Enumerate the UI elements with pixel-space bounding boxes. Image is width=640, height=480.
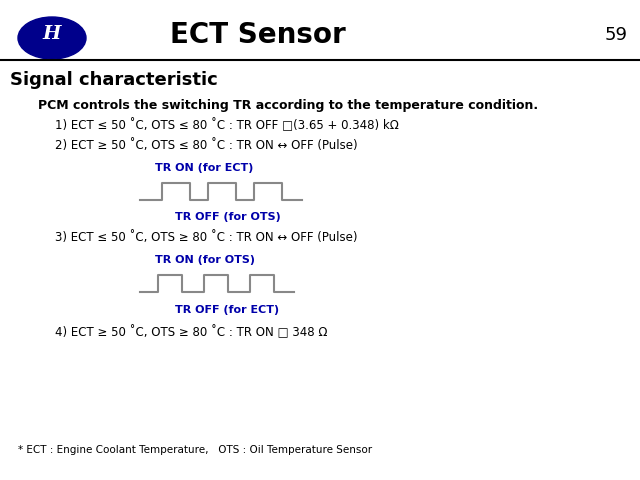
Text: 59: 59 (605, 26, 628, 44)
Text: TR ON (for ECT): TR ON (for ECT) (155, 163, 253, 173)
Ellipse shape (18, 17, 86, 59)
Text: ECT Sensor: ECT Sensor (170, 21, 346, 49)
Text: 1) ECT ≤ 50 ˚C, OTS ≤ 80 ˚C : TR OFF □(3.65 + 0.348) kΩ: 1) ECT ≤ 50 ˚C, OTS ≤ 80 ˚C : TR OFF □(3… (55, 118, 399, 132)
Text: 3) ECT ≤ 50 ˚C, OTS ≥ 80 ˚C : TR ON ↔ OFF (Pulse): 3) ECT ≤ 50 ˚C, OTS ≥ 80 ˚C : TR ON ↔ OF… (55, 231, 358, 244)
Text: * ECT : Engine Coolant Temperature,   OTS : Oil Temperature Sensor: * ECT : Engine Coolant Temperature, OTS … (18, 445, 372, 455)
Text: PCM controls the switching TR according to the temperature condition.: PCM controls the switching TR according … (38, 98, 538, 111)
Text: H: H (43, 25, 61, 43)
Text: 4) ECT ≥ 50 ˚C, OTS ≥ 80 ˚C : TR ON □ 348 Ω: 4) ECT ≥ 50 ˚C, OTS ≥ 80 ˚C : TR ON □ 34… (55, 325, 328, 339)
Text: TR OFF (for OTS): TR OFF (for OTS) (175, 212, 281, 222)
Text: HYUNDAI: HYUNDAI (32, 48, 72, 57)
Text: 2) ECT ≥ 50 ˚C, OTS ≤ 80 ˚C : TR ON ↔ OFF (Pulse): 2) ECT ≥ 50 ˚C, OTS ≤ 80 ˚C : TR ON ↔ OF… (55, 139, 358, 152)
Text: Signal characteristic: Signal characteristic (10, 71, 218, 89)
Text: TR ON (for OTS): TR ON (for OTS) (155, 255, 255, 265)
Text: TR OFF (for ECT): TR OFF (for ECT) (175, 305, 279, 315)
